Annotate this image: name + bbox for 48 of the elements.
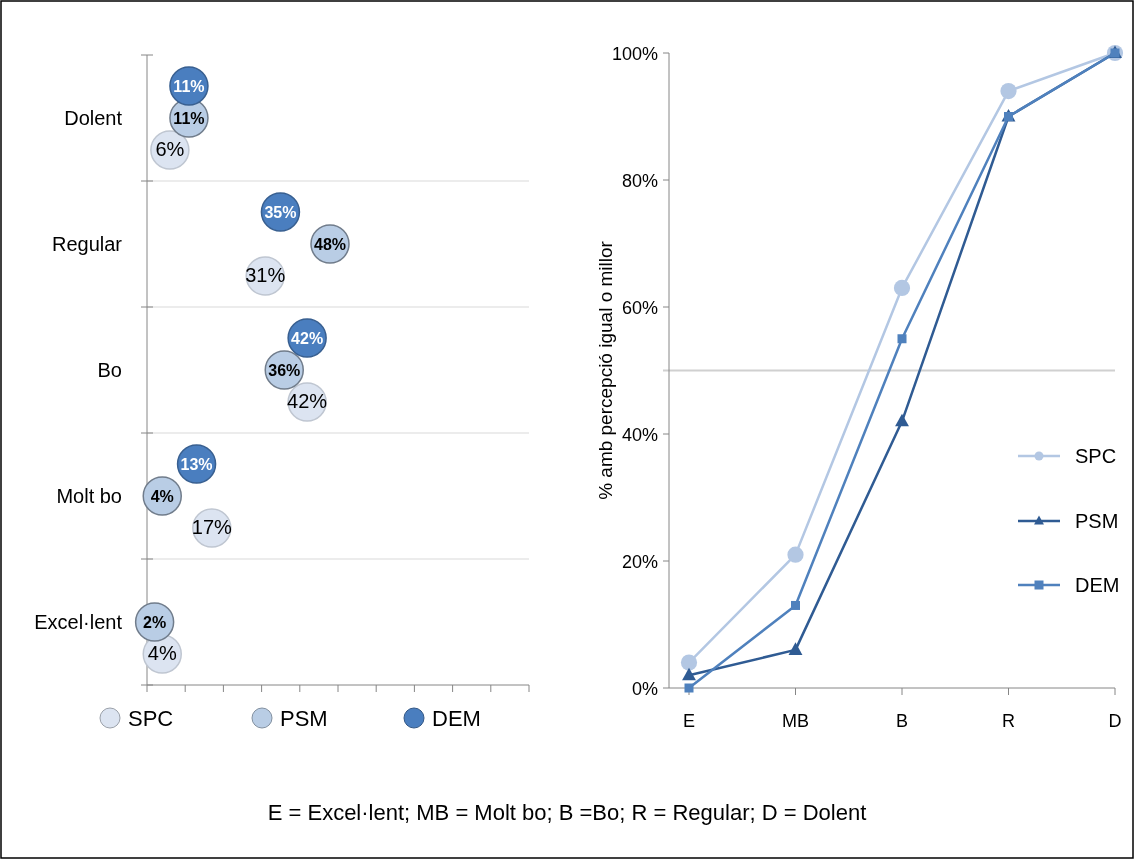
x-tick-label: R (1002, 711, 1015, 731)
point (682, 667, 696, 681)
legend-label: PSM (1075, 510, 1119, 532)
point (788, 642, 803, 655)
data-label: 11% (173, 78, 205, 95)
data-label: 48% (313, 236, 347, 253)
y-tick-label: 20% (621, 552, 658, 572)
legend-label: SPC (1075, 445, 1117, 467)
data-label: 17% (191, 516, 233, 538)
point (684, 683, 694, 693)
y-axis-title: % amb percepció igual o millor (595, 240, 616, 500)
data-label: 4% (150, 488, 174, 505)
legend-label: SPC (128, 706, 174, 731)
y-tick-label: 0% (631, 679, 658, 699)
point (895, 413, 909, 427)
point (791, 600, 800, 610)
y-tick-label: Excel·lent (34, 611, 123, 633)
y-tick-label: 40% (621, 425, 658, 445)
legend-label: DEM (432, 706, 481, 731)
y-tick-label: 60% (621, 298, 658, 318)
y-tick-label: Bo (97, 359, 122, 381)
y-tick-label: 80% (621, 171, 658, 191)
y-tick-label: 100% (611, 44, 658, 64)
data-label: 42% (287, 390, 328, 412)
legend-label: PSM (280, 706, 328, 731)
data-label: 31% (245, 264, 286, 286)
data-label: 36% (268, 362, 301, 379)
data-label: 4% (147, 642, 177, 664)
point (680, 654, 698, 671)
x-tick-label: E (682, 711, 696, 731)
text: E = Excel·lent; MB = Molt bo; B =Bo; R = Regular; D = Dolent (267, 800, 867, 825)
x-tick-label: MB (782, 711, 809, 731)
point (897, 334, 907, 344)
y-tick-label: Regular (51, 233, 123, 255)
legend-label: DEM (1075, 574, 1120, 596)
x-tick-label: D (1108, 711, 1122, 731)
data-label: 6% (155, 138, 185, 160)
x-tick-label: B (895, 711, 909, 731)
y-tick-label: Dolent (64, 107, 123, 129)
data-label: 11% (173, 110, 205, 127)
point (787, 546, 804, 563)
point (1000, 83, 1017, 100)
data-label: 2% (143, 614, 167, 631)
point (893, 279, 911, 297)
data-label: 13% (180, 456, 213, 473)
data-label: 35% (264, 204, 297, 221)
data-label: 42% (291, 330, 324, 347)
y-tick-label: Molt bo (56, 485, 122, 507)
